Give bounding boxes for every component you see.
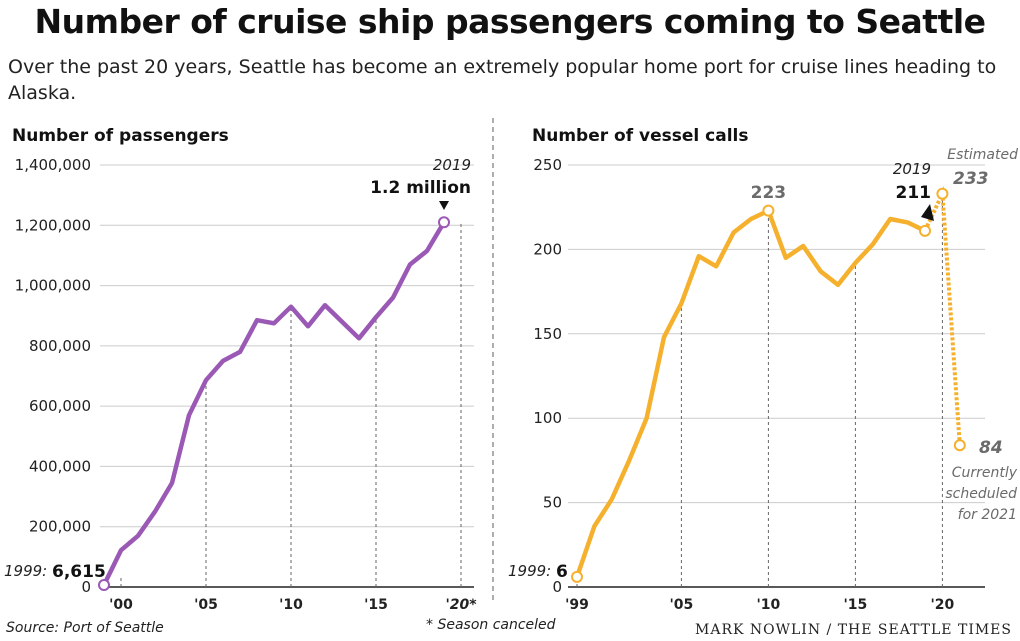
vessels-peak-marker	[762, 204, 775, 217]
passengers-pointer-arrow	[439, 201, 449, 210]
passengers-panel-title: Number of passengers	[12, 126, 229, 146]
vessels-pointer-arrow	[921, 204, 934, 221]
vessels-xtick-label: '05	[670, 597, 694, 613]
vessels-scheduled-note-line: for 2021	[958, 507, 1017, 523]
passengers-gridlines	[100, 164, 474, 588]
vessels-ytick-group: 0 50 100 150 200 250	[533, 156, 562, 596]
passengers-end-year-label: 2019	[433, 156, 471, 174]
vessels-series-line	[574, 208, 928, 580]
passengers-end-value-label: 1.2 million	[370, 178, 471, 198]
vessels-start-year-label: 1999:	[508, 562, 551, 580]
passengers-ytick-label: 1,200,000	[15, 216, 91, 234]
vessels-end-year-label: 2019	[893, 160, 931, 178]
vessels-scheduled-value-label: 84	[979, 438, 1003, 458]
passengers-dropline-group	[120, 222, 462, 587]
passengers-xtick-group: '00 '05 '10 '15 '20*	[109, 597, 477, 613]
vessels-estimated-value-label: 233	[953, 169, 989, 189]
vessels-ytick-label: 150	[533, 325, 562, 343]
vessels-xtick-label: '99	[565, 597, 589, 613]
vessels-xtick-label: '15	[844, 597, 868, 613]
vessels-gridlines	[568, 164, 985, 588]
passengers-annotation-group: 1999: 6,615 2019 1.2 million	[4, 156, 471, 582]
chart-title: Number of cruise ship passengers coming …	[34, 2, 986, 41]
vessels-scheduled-marker	[953, 439, 966, 452]
vessels-ytick-label: 50	[543, 494, 562, 512]
vessels-start-marker	[571, 570, 583, 583]
season-canceled-footnote: * Season canceled	[426, 617, 556, 633]
vessels-series-group	[571, 185, 966, 583]
passengers-xtick-label: '10	[279, 597, 303, 613]
vessels-2019-marker	[919, 224, 931, 237]
passengers-xtick-label: '20*	[445, 597, 477, 613]
vessels-end-value-label: 211	[896, 183, 932, 203]
passengers-ytick-label: 1,000,000	[15, 277, 91, 295]
vessels-annotation-group: 1999: 6 223 2019 211 Estimated 233 84 Currently s…	[508, 147, 1018, 582]
chart-subtitle: Over the past 20 years, Seattle has beco…	[8, 56, 997, 104]
passengers-series-line	[101, 220, 447, 588]
passengers-ytick-label: 400,000	[29, 457, 91, 475]
passengers-endpoint-marker	[98, 579, 110, 592]
passengers-start-value-label: 6,615	[52, 562, 106, 582]
passengers-endpoint-marker	[438, 216, 450, 229]
passengers-xtick-label: '00	[109, 597, 133, 613]
vessels-estimate-marker	[936, 187, 949, 200]
vessels-ytick-label: 0	[552, 578, 562, 596]
vessels-start-value-label: 6	[556, 562, 568, 582]
vessels-panel-title: Number of vessel calls	[532, 126, 749, 146]
vessels-dropline-group	[576, 193, 943, 587]
passengers-xtick-label: '15	[364, 597, 388, 613]
vessels-xtick-label: '20	[931, 597, 955, 613]
passengers-xtick-label: '05	[194, 597, 218, 613]
passengers-ytick-group: 0 200,000 400,000 600,000 800,000 1,000,000 1,…	[15, 156, 91, 596]
source-note: Source: Port of Seattle	[6, 620, 164, 636]
vessels-ytick-label: 100	[533, 409, 562, 427]
passengers-ytick-label: 600,000	[29, 397, 91, 415]
vessels-xtick-label: '10	[757, 597, 781, 613]
vessels-ytick-label: 250	[533, 156, 562, 174]
passengers-ytick-label: 800,000	[29, 337, 91, 355]
passengers-start-year-label: 1999:	[4, 562, 47, 580]
vessels-peak-value-label: 223	[751, 183, 787, 203]
vessels-ytick-label: 200	[533, 240, 562, 258]
credit-line: MARK NOWLIN / THE SEATTLE TIMES	[695, 622, 1012, 638]
vessels-xtick-group: '99 '05 '10 '15 '20	[565, 597, 954, 613]
passengers-series-group	[98, 216, 450, 592]
vessels-scheduled-note-line: scheduled	[945, 486, 1017, 502]
passengers-ytick-label: 0	[81, 578, 91, 596]
vessels-scheduled-note-line: Currently	[952, 465, 1018, 481]
vessels-estimated-label: Estimated	[947, 147, 1018, 163]
passengers-ytick-label: 1,400,000	[15, 156, 91, 174]
passengers-ytick-label: 200,000	[29, 518, 91, 536]
